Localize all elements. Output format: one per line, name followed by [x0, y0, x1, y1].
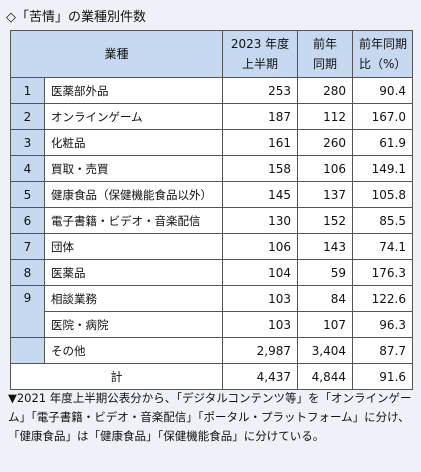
header-line: 業種 [104, 47, 129, 61]
note: ▼2021 年度上半期公表分から、「デジタルコンテンツ等」を「オンラインゲーム」… [8, 391, 412, 443]
industry-cell: 医薬品 [43, 259, 224, 286]
table-row: 6 電子書籍・ビデオ・音楽配信 130 152 85.5 [10, 207, 414, 234]
total-cell: 4,437 [222, 363, 299, 390]
number-cell: 176.3 [352, 259, 414, 286]
table-body: 1 医薬部外品 253 280 90.4 2 オンラインゲーム 187 112 167.0 3 化粧品… [9, 77, 414, 390]
number-cell: 84 [297, 285, 354, 312]
number-cell: 280 [297, 77, 354, 104]
industry-cell: 化粧品 [43, 129, 224, 156]
number-cell: 104 [222, 259, 299, 286]
number-cell: 103 [222, 311, 299, 338]
title: ◇「苦情」の業種別件数 [6, 10, 146, 25]
table-row: 8 医薬品 104 59 176.3 [10, 259, 414, 286]
number-cell: 143 [297, 233, 354, 260]
number-cell: 103 [222, 285, 299, 312]
industry-cell: 相談業務 [43, 285, 224, 312]
total-cell: 91.6 [352, 363, 414, 390]
number-cell: 167.0 [352, 103, 414, 130]
table-row: 9 相談業務 103 84 122.6 [10, 285, 414, 338]
complaints-table: 業種 2023 年度 上半期 前年 同期 前年同期 比（%） 1 医薬部外品 253 280 90.… [9, 30, 414, 390]
number-cell: 149.1 [352, 155, 414, 182]
rank-cell: 9 [10, 285, 45, 338]
header-row: 業種 2023 年度 上半期 前年 同期 前年同期 比（%） [9, 30, 414, 78]
industry-cell: その他 [43, 337, 224, 364]
column-header: 前年同期比（%） [352, 30, 414, 78]
number-cell: 90.4 [352, 77, 414, 104]
rank-cell: 7 [10, 233, 45, 260]
number-cell: 85.5 [352, 207, 414, 234]
total-cell: 4,844 [297, 363, 354, 390]
table-row: 4 買取・売買 158 106 149.1 [10, 155, 414, 182]
number-cell: 2,987 [222, 337, 299, 364]
number-cell: 253 [222, 77, 299, 104]
header-line: 前年同期 [359, 37, 408, 51]
number-cell: 106 [297, 155, 354, 182]
column-header: 前年 同期 [297, 30, 354, 78]
number-cell: 122.6 [352, 285, 414, 312]
number-cell: 158 [222, 155, 299, 182]
industry-cell: 医薬部外品 [43, 77, 224, 104]
rank-cell: 4 [10, 155, 45, 182]
table-row: 7 団体 106 143 74.1 [10, 233, 414, 260]
rank-cell: 2 [10, 103, 45, 130]
industry-cell: オンラインゲーム [43, 103, 224, 130]
industry-cell: 医院・病院 [43, 311, 224, 338]
number-cell: 105.8 [352, 181, 414, 208]
table-row: 5 健康食品（保健機能食品以外） 145 137 105.8 [10, 181, 414, 208]
table-row: 3 化粧品 161 260 61.9 [10, 129, 414, 156]
table-row: その他 2,987 3,404 87.7 [10, 337, 414, 364]
rank-cell: 1 [10, 77, 45, 104]
rank-cell: 8 [10, 259, 45, 286]
industry-cell: 買取・売買 [43, 155, 224, 182]
number-cell: 137 [297, 181, 354, 208]
number-cell: 59 [297, 259, 354, 286]
number-cell: 96.3 [352, 311, 414, 338]
rank-cell: 3 [10, 129, 45, 156]
rank-cell: 5 [10, 181, 45, 208]
industry-cell: 団体 [43, 233, 224, 260]
table-row: 2 オンラインゲーム 187 112 167.0 [10, 103, 414, 130]
header-line: 前年 [313, 37, 338, 51]
header-line: 同期 [313, 57, 338, 71]
number-cell: 61.9 [352, 129, 414, 156]
industry-cell: 健康食品（保健機能食品以外） [43, 181, 224, 208]
number-cell: 130 [222, 207, 299, 234]
header-line: 2023 年度 [230, 37, 290, 51]
table-row: 1 医薬部外品 253 280 90.4 [10, 77, 414, 104]
column-header: 2023 年度 上半期 [222, 30, 299, 78]
header-line: 上半期 [242, 57, 279, 71]
number-cell: 3,404 [297, 337, 354, 364]
total-label: 計 [9, 363, 224, 390]
number-cell: 145 [222, 181, 299, 208]
number-cell: 187 [222, 103, 299, 130]
number-cell: 112 [297, 103, 354, 130]
rank-cell: 6 [10, 207, 45, 234]
number-cell: 74.1 [352, 233, 414, 260]
number-cell: 106 [222, 233, 299, 260]
number-cell: 87.7 [352, 337, 414, 364]
column-header: 業種 [9, 30, 224, 78]
number-cell: 152 [297, 207, 354, 234]
rank-cell [10, 337, 45, 364]
number-cell: 260 [297, 129, 354, 156]
total-row: 計 4,437 4,844 91.6 [9, 363, 414, 390]
industry-cell: 電子書籍・ビデオ・音楽配信 [43, 207, 224, 234]
number-cell: 107 [297, 311, 354, 338]
table-row: 医院・病院 103 107 96.3 [11, 311, 414, 338]
number-cell: 161 [222, 129, 299, 156]
header-line: 比（%） [359, 57, 407, 71]
